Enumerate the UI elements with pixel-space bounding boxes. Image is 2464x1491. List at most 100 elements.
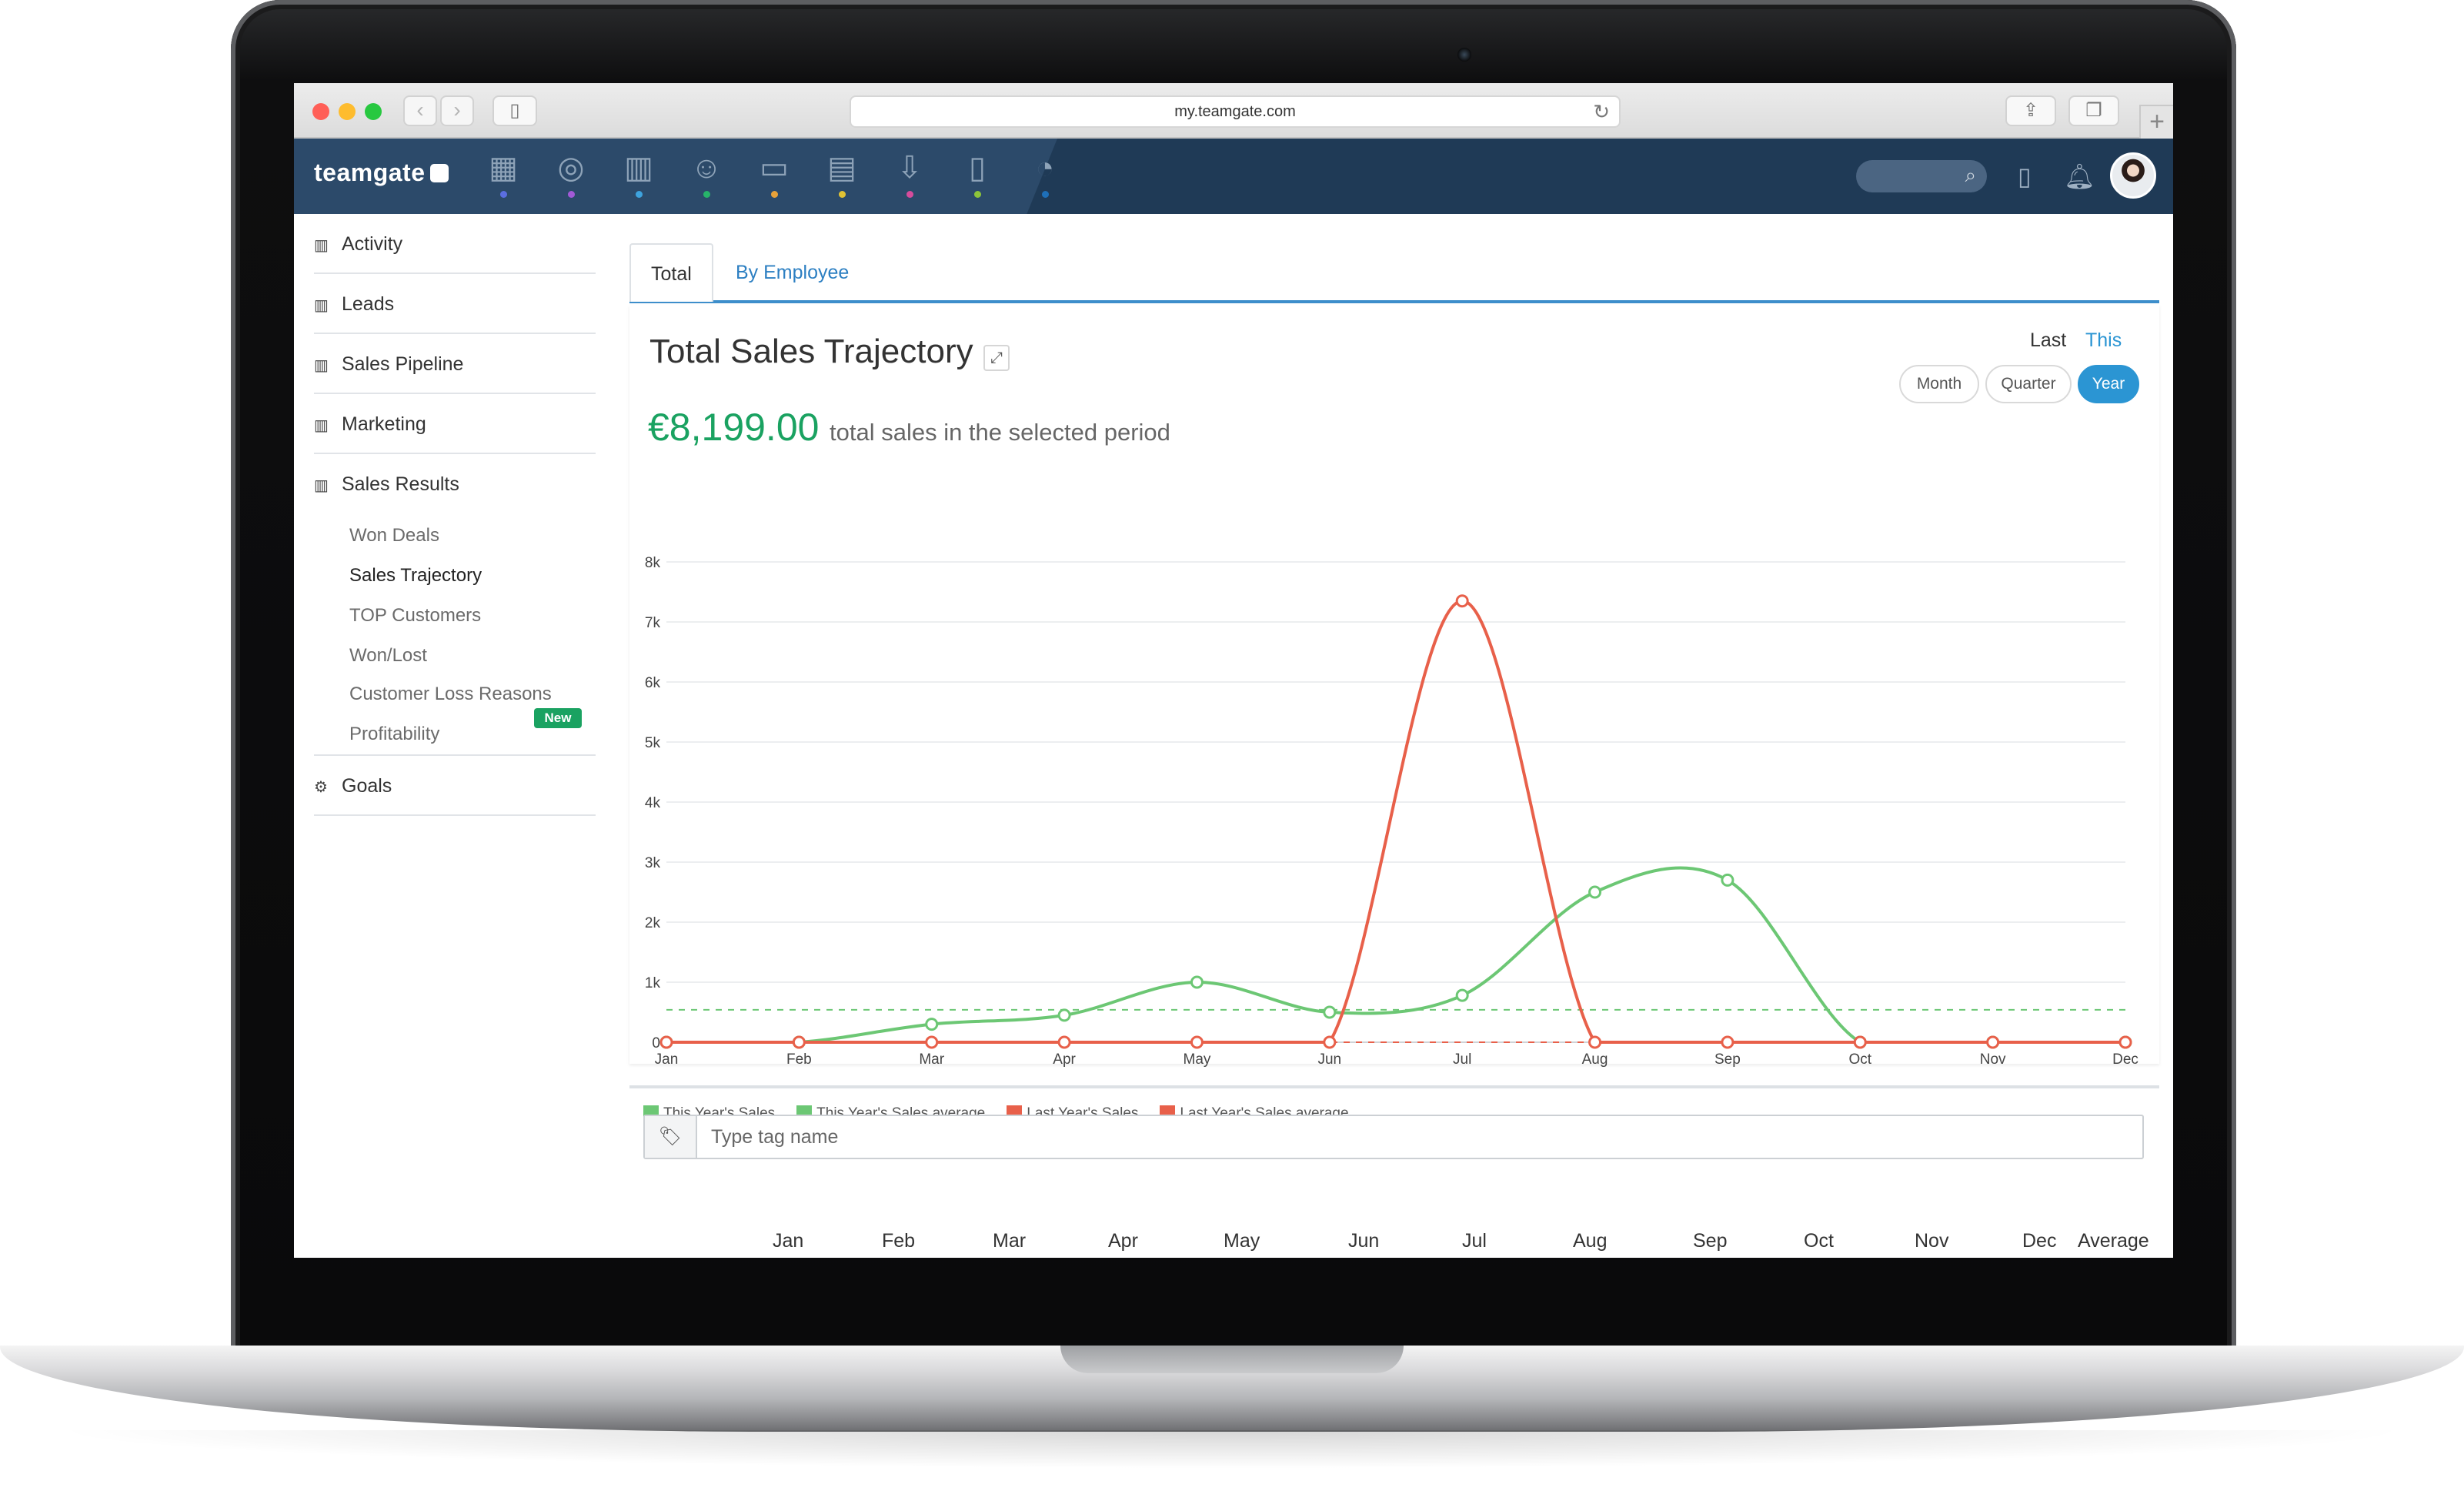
x-tick-label: May [1184, 1051, 1211, 1068]
sidebar-item-label: Marketing [342, 413, 426, 435]
header-nav-band [294, 139, 1057, 214]
sidebar-item-label: Sales Pipeline [342, 353, 464, 375]
search-icon: ⌕ [1965, 163, 1976, 186]
x-tick-label: Mar [919, 1051, 944, 1068]
sidebar-subitem-profitability[interactable]: Profitability [349, 724, 440, 744]
tab-total[interactable]: Total [629, 243, 713, 302]
header-search-input[interactable]: ⌕ [1856, 160, 1987, 192]
logo-badge-icon [429, 164, 449, 182]
tabs-overview-button[interactable]: ❐ [2068, 95, 2119, 126]
share-icon: ⇪ [2022, 100, 2039, 121]
avatar[interactable] [2110, 152, 2156, 199]
last-year-s-sales-point [792, 1035, 806, 1049]
x-tick-label: Jan [655, 1051, 679, 1068]
minimize-window-button[interactable] [339, 103, 356, 120]
x-tick-label: Jun [1317, 1051, 1341, 1068]
tags-icon: 🏷︎ [645, 1116, 697, 1158]
y-tick-label: 8k [645, 555, 661, 571]
table-header-cell: Nov [1915, 1230, 1949, 1252]
share-button[interactable]: ⇪ [2005, 95, 2056, 126]
gears-icon: ⚙ [314, 779, 328, 796]
nav-contacts-button[interactable]: ☺ [685, 151, 728, 205]
sidebar-item-sales-pipeline[interactable]: ▥ Sales Pipeline [314, 334, 596, 394]
period-quarter-button[interactable]: Quarter [1985, 365, 2072, 403]
sidebar-item-label: Goals [342, 775, 392, 797]
contacts-icon: ☺ [690, 151, 723, 185]
sidebar-subitem-top-customers[interactable]: TOP Customers [349, 605, 482, 626]
address-bar[interactable]: my.teamgate.com ↻ [850, 95, 1621, 128]
nav-indicator-dot [838, 191, 846, 198]
y-tick-label: 1k [645, 975, 661, 991]
nav-reports-button[interactable]: ◔ [1023, 151, 1067, 205]
bar-chart-icon: ▥ [314, 417, 329, 434]
table-header-cell: Jun [1348, 1230, 1380, 1252]
nav-inbox-button[interactable]: ⇩ [888, 151, 931, 205]
bar-chart-icon: ▥ [314, 297, 329, 314]
sidebar-subitem-customer-loss-reasons[interactable]: Customer Loss Reasons [349, 684, 552, 704]
period-month-button[interactable]: Month [1899, 365, 1979, 403]
this-year-s-sales-point [1588, 885, 1602, 899]
nav-calendar-button[interactable]: ▤ [820, 151, 863, 205]
nav-deals-button[interactable]: ▭ [753, 151, 796, 205]
sidebar-item-marketing[interactable]: ▥ Marketing [314, 394, 596, 454]
sidebar-item-label: Activity [342, 233, 403, 255]
forward-button[interactable]: › [440, 95, 474, 126]
laptop-shadow [46, 1430, 2418, 1469]
x-tick-label: Sep [1714, 1051, 1741, 1068]
nav-clipboard-button[interactable]: ▯ [956, 151, 999, 205]
sidebar-item-goals[interactable]: ⚙ Goals [314, 756, 596, 816]
nav-companies-button[interactable]: ▥ [617, 151, 660, 205]
sidebar-item-activity[interactable]: ▥ Activity [314, 214, 596, 274]
close-window-button[interactable] [312, 103, 329, 120]
sidebar-item-sales-results[interactable]: ▥ Sales Results [314, 454, 596, 756]
sidebar-subitem-won-lost[interactable]: Won/Lost [349, 645, 427, 666]
table-header-cell: Dec [2022, 1230, 2057, 1252]
tab-by-employee[interactable]: By Employee [736, 262, 850, 283]
chart-panel: Total Sales Trajectory ⤢ €8,199.00 total… [629, 305, 2159, 1122]
nav-indicator-dot [973, 191, 981, 198]
total-sales-value: €8,199.00 [648, 406, 820, 449]
last-year-s-sales-line [666, 599, 2125, 1044]
period-last-link[interactable]: Last [2030, 329, 2067, 351]
new-tab-button[interactable]: + [2139, 105, 2173, 139]
back-button[interactable]: ‹ [403, 95, 437, 126]
this-year-s-sales-point [1721, 873, 1734, 887]
maximize-window-button[interactable] [365, 103, 382, 120]
x-tick-label: Dec [2112, 1051, 2138, 1068]
app-header: teamgate ▦ ◎ ▥ ☺ ▭ ▤ ⇩ ▯ ◔ ⌕ ▯ 🔔︎ [294, 139, 2173, 214]
last-year-s-sales-point [1853, 1035, 1867, 1049]
sidebar-subitem-won-deals[interactable]: Won Deals [349, 525, 439, 546]
sidebar-subitem-sales-trajectory[interactable]: Sales Trajectory [349, 565, 482, 586]
nav-indicator-dot [770, 191, 778, 198]
period-this-link[interactable]: This [2085, 329, 2122, 351]
period-year-button[interactable]: Year [2078, 365, 2139, 403]
calendar-icon: ▤ [827, 151, 856, 185]
this-year-s-sales-point [925, 1018, 939, 1031]
logo[interactable]: teamgate [314, 159, 449, 187]
book-icon[interactable]: ▯ [2018, 162, 2032, 190]
nav-indicator-dot [703, 191, 710, 198]
last-year-s-sales-point [1721, 1035, 1734, 1049]
tag-input[interactable] [711, 1122, 2127, 1152]
last-year-s-sales-point [659, 1035, 673, 1049]
clipboard-icon: ▯ [968, 151, 986, 185]
reload-icon[interactable]: ↻ [1593, 100, 1610, 123]
last-year-s-sales-point [925, 1035, 939, 1049]
nav-target-button[interactable]: ◎ [549, 151, 593, 205]
report-tabs: Total By Employee [629, 243, 2159, 303]
y-tick-label: 7k [645, 615, 661, 631]
bell-icon[interactable]: 🔔︎ [2064, 162, 2095, 190]
section-divider [629, 1085, 2159, 1088]
expand-button[interactable]: ⤢ [983, 345, 1010, 371]
y-tick-label: 5k [645, 735, 661, 751]
nav-indicator-dot [1041, 191, 1049, 198]
expand-icon: ⤢ [990, 349, 1003, 366]
sidebar-item-leads[interactable]: ▥ Leads [314, 274, 596, 334]
table-header-cell: Mar [993, 1230, 1027, 1252]
reports-icon: ◔ [1035, 151, 1055, 185]
sidebar-toggle-button[interactable]: ▯ [492, 95, 537, 126]
sidebar-item-label: Leads [342, 293, 395, 315]
nav-dashboard-button[interactable]: ▦ [482, 151, 525, 205]
total-sales-caption: total sales in the selected period [830, 419, 1170, 446]
sidebar: ▥ Activity ▥ Leads ▥ Sales Pipeline ▥ Market… [294, 214, 609, 1258]
